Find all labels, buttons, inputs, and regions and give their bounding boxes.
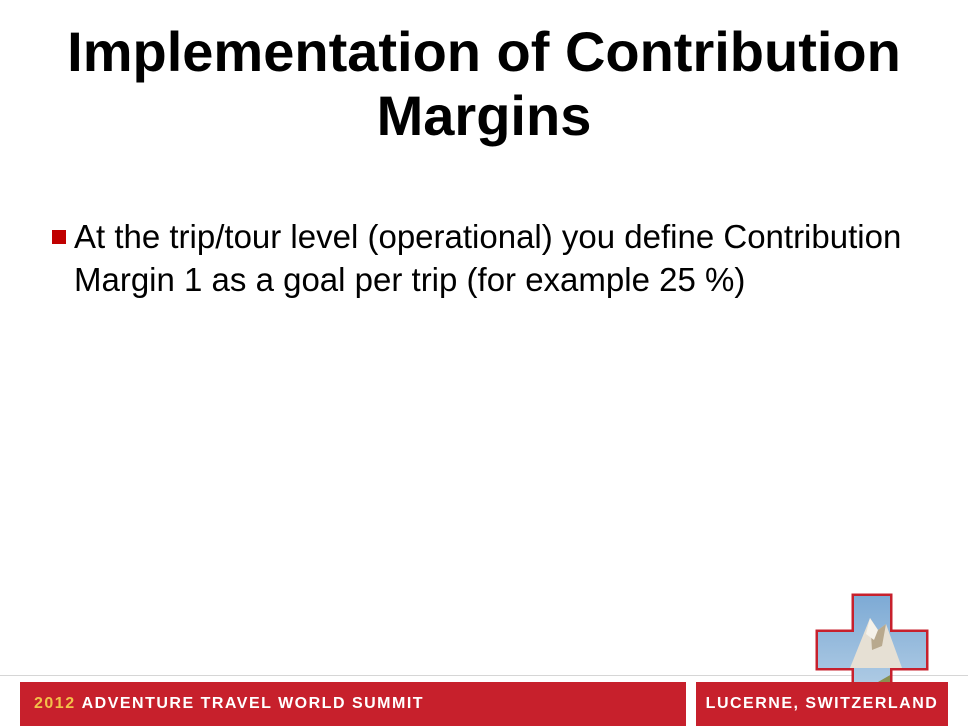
slide-title: Implementation of Contribution Margins [0, 20, 968, 149]
footer-left-text: ADVENTURE TRAVEL WORLD SUMMIT [82, 695, 424, 713]
footer-pad-right [948, 682, 968, 726]
bullet-item: At the trip/tour level (operational) you… [52, 216, 916, 302]
footer-year: 2012 [34, 695, 76, 713]
footer-gap [686, 682, 696, 726]
bullet-text: At the trip/tour level (operational) you… [74, 216, 916, 302]
footer-right: LUCERNE, SWITZERLAND [696, 682, 948, 726]
bullet-marker-icon [52, 230, 66, 244]
slide: Implementation of Contribution Margins A… [0, 0, 968, 726]
footer-bar: 2012 ADVENTURE TRAVEL WORLD SUMMIT LUCER… [0, 682, 968, 726]
footer-left: 2012 ADVENTURE TRAVEL WORLD SUMMIT [20, 682, 686, 726]
footer-pad-left [0, 682, 20, 726]
slide-body: At the trip/tour level (operational) you… [52, 216, 916, 302]
footer-right-text: LUCERNE, SWITZERLAND [706, 695, 939, 713]
